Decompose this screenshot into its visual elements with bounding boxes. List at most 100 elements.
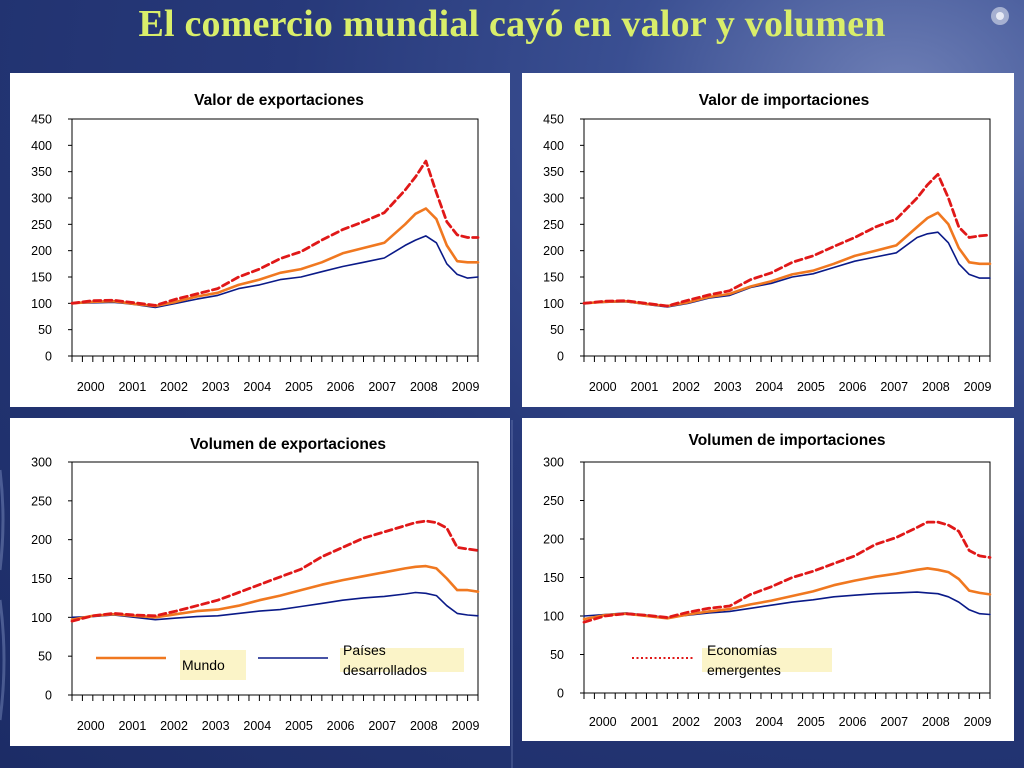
x-tick-label: 2006 [839, 715, 867, 729]
x-tick-label: 2000 [589, 380, 617, 394]
y-tick-label: 350 [31, 165, 52, 179]
chart-title: Volumen de exportaciones [190, 436, 386, 453]
y-tick-label: 250 [543, 218, 564, 232]
x-tick-label: 2008 [922, 715, 950, 729]
x-tick-label: 2005 [797, 715, 825, 729]
y-tick-label: 150 [543, 571, 564, 585]
series-line-mundo [582, 211, 992, 308]
chart-title: Valor de exportaciones [194, 92, 364, 109]
chart-title: Volumen de importaciones [689, 432, 886, 449]
y-tick-label: 100 [31, 297, 52, 311]
y-tick-label: 200 [31, 533, 52, 547]
x-tick-label: 2002 [672, 715, 700, 729]
x-tick-label: 2000 [589, 715, 617, 729]
y-tick-label: 200 [543, 244, 564, 258]
x-tick-label: 2007 [368, 719, 396, 733]
x-tick-label: 2005 [797, 380, 825, 394]
series-line-emergentes [582, 520, 992, 624]
x-tick-label: 2006 [327, 719, 355, 733]
legend-box-mundo [180, 650, 246, 680]
x-tick-label: 2009 [964, 715, 992, 729]
x-tick-label: 2009 [452, 719, 480, 733]
y-tick-label: 150 [31, 572, 52, 586]
page-title: El comercio mundial cayó en valor y volu… [138, 3, 886, 45]
x-tick-label: 2003 [202, 380, 230, 394]
x-tick-label: 2008 [410, 719, 438, 733]
y-tick-label: 250 [31, 218, 52, 232]
series-line-emergentes [70, 159, 480, 307]
x-tick-label: 2001 [118, 719, 146, 733]
legend-label-desarrollados-2: desarrollados [343, 662, 427, 678]
legend-desarrollados: Países desarrollados [258, 642, 464, 678]
x-tick-label: 2007 [880, 715, 908, 729]
chart-volumen-exportaciones: Volumen de exportaciones Mundo Países de… [31, 436, 480, 733]
x-tick-label: 2007 [880, 380, 908, 394]
x-tick-label: 2007 [368, 380, 396, 394]
x-tick-label: 2008 [922, 380, 950, 394]
y-tick-label: 400 [31, 139, 52, 153]
legend-label-mundo: Mundo [182, 657, 225, 673]
y-tick-label: 200 [31, 244, 52, 258]
series-line-desarrollados [583, 231, 991, 308]
series-line-desarrollados [71, 235, 479, 309]
y-tick-label: 50 [550, 323, 564, 337]
x-tick-label: 2001 [118, 380, 146, 394]
y-tick-label: 250 [31, 494, 52, 508]
y-tick-label: 100 [543, 297, 564, 311]
x-tick-label: 2004 [755, 715, 783, 729]
chart-panel-volumen-importaciones: Volumen de importaciones Economías emerg… [522, 418, 1014, 741]
y-tick-label: 0 [557, 350, 564, 364]
y-tick-label: 50 [38, 650, 52, 664]
x-tick-label: 2001 [630, 380, 658, 394]
x-tick-label: 2009 [452, 380, 480, 394]
plot-frame [71, 118, 479, 357]
x-tick-label: 2003 [202, 719, 230, 733]
chart-panel-valor-exportaciones: Valor de exportaciones 0 50 100 150 200 250 30… [10, 73, 510, 407]
x-tick-label: 2003 [714, 380, 742, 394]
x-tick-label: 2004 [755, 380, 783, 394]
x-tick-label: 2005 [285, 719, 313, 733]
chart-valor-importaciones: Valor de importaciones 0 50 100 150 200 250 30… [543, 92, 992, 394]
y-tick-label: 250 [543, 494, 564, 508]
y-tick-label: 100 [543, 610, 564, 624]
y-tick-label: 0 [557, 687, 564, 701]
x-tick-label: 2002 [672, 380, 700, 394]
legend-label-emergentes-2: emergentes [707, 662, 781, 678]
x-tick-label: 2004 [243, 719, 271, 733]
y-tick-label: 50 [550, 648, 564, 662]
chart-valor-exportaciones: Valor de exportaciones 0 50 100 150 200 250 30… [31, 92, 480, 394]
y-tick-label: 300 [543, 192, 564, 206]
chart-panel-valor-importaciones: Valor de importaciones 0 50 100 150 200 250 30… [522, 73, 1014, 407]
y-tick-label: 300 [543, 456, 564, 470]
chart-panel-volumen-exportaciones: Volumen de exportaciones Mundo Países de… [10, 418, 510, 746]
legend-box-emergentes [702, 648, 832, 672]
x-tick-label: 2005 [285, 380, 313, 394]
y-tick-label: 150 [543, 271, 564, 285]
legend-label-emergentes-1: Economías [707, 642, 777, 658]
y-tick-label: 150 [31, 271, 52, 285]
y-tick-label: 350 [543, 165, 564, 179]
x-tick-label: 2006 [839, 380, 867, 394]
x-tick-label: 2003 [714, 715, 742, 729]
x-tick-label: 2004 [243, 380, 271, 394]
x-tick-label: 2002 [160, 380, 188, 394]
y-tick-label: 300 [31, 456, 52, 470]
y-tick-label: 100 [31, 611, 52, 625]
legend-box-desarrollados [340, 648, 464, 672]
y-tick-label: 450 [543, 113, 564, 127]
y-tick-label: 450 [31, 113, 52, 127]
x-tick-label: 2009 [964, 380, 992, 394]
x-tick-label: 2008 [410, 380, 438, 394]
series-line-emergentes [70, 519, 480, 623]
y-tick-label: 0 [45, 689, 52, 703]
y-tick-label: 400 [543, 139, 564, 153]
x-tick-label: 2002 [160, 719, 188, 733]
y-tick-label: 50 [38, 323, 52, 337]
y-tick-label: 300 [31, 192, 52, 206]
series-line-emergentes [582, 172, 992, 308]
x-tick-label: 2006 [327, 380, 355, 394]
plot-frame [583, 118, 991, 357]
x-tick-label: 2001 [630, 715, 658, 729]
series-line-mundo [70, 207, 480, 308]
